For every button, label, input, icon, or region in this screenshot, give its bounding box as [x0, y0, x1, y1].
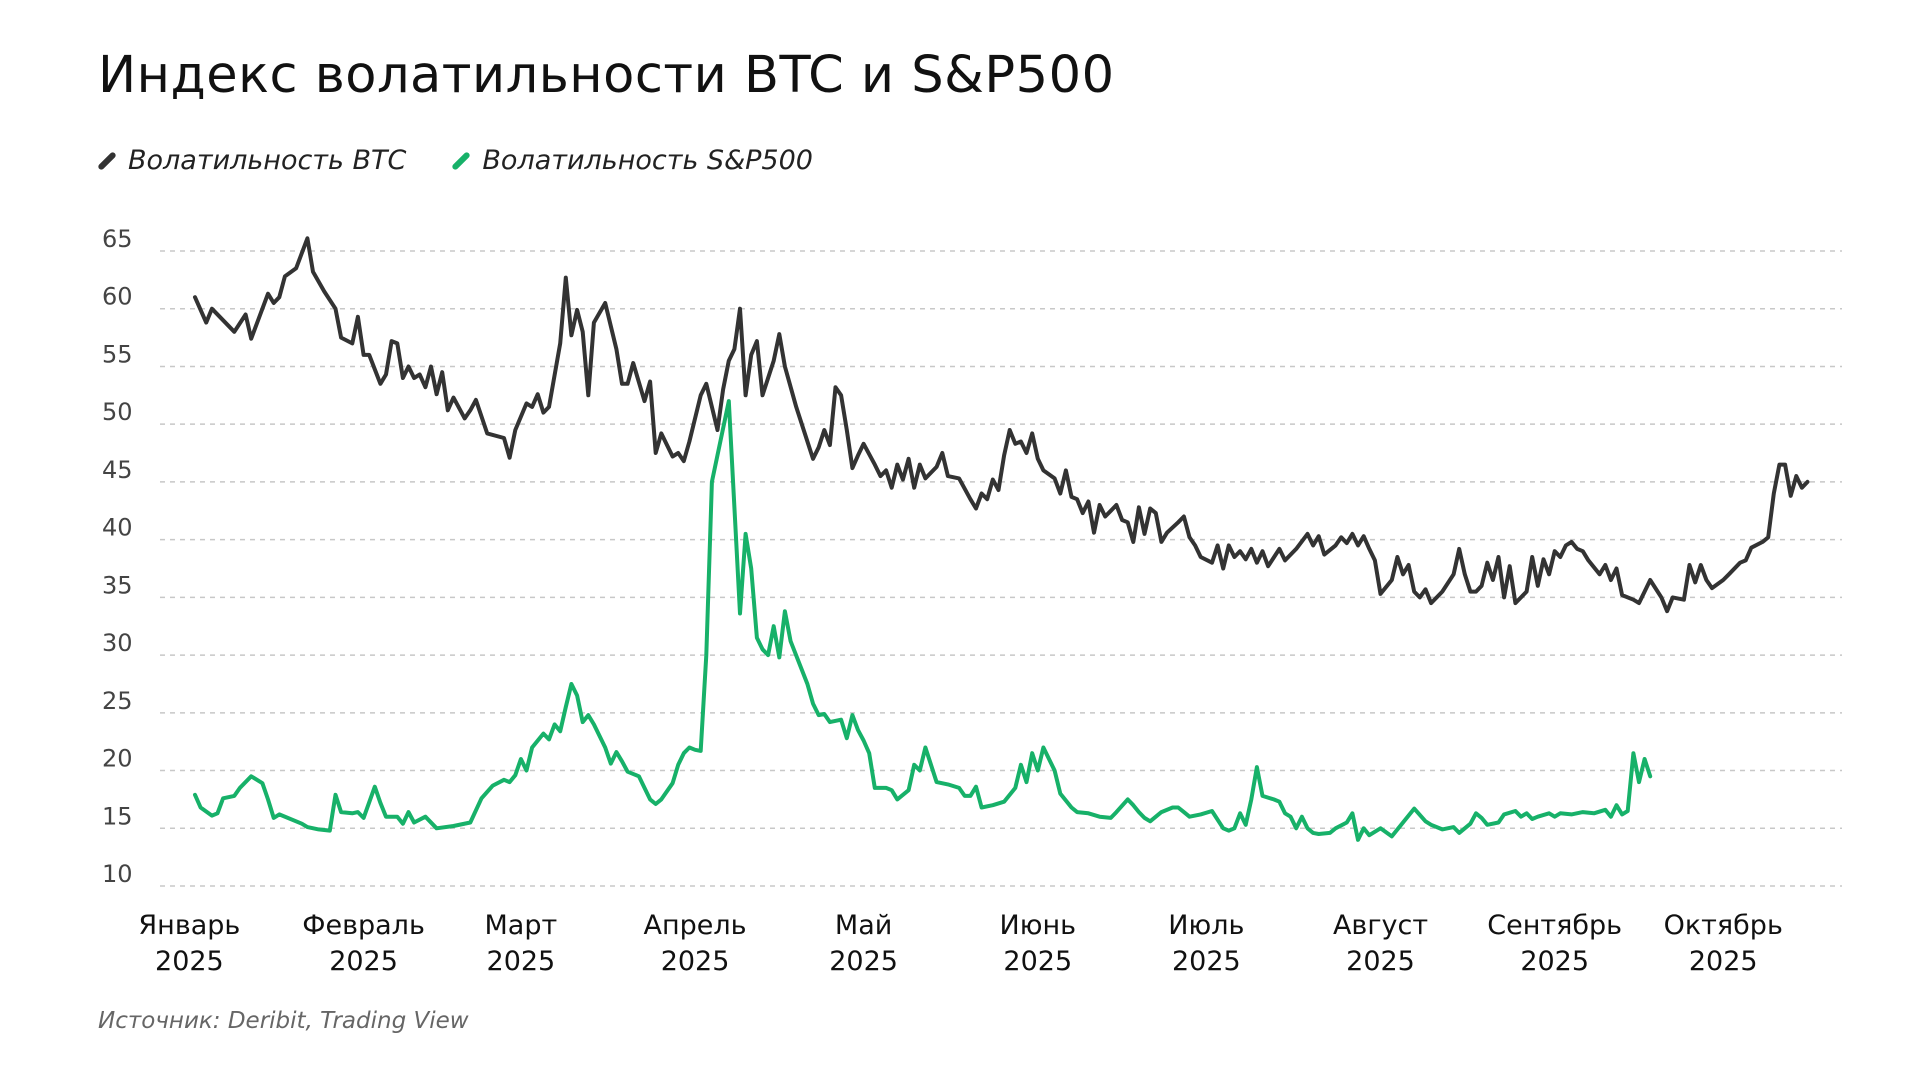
x-tick-year: 2025 [487, 946, 556, 977]
x-tick-year: 2025 [155, 946, 224, 977]
x-tick-month: Сентябрь [1487, 910, 1622, 941]
x-tick-year: 2025 [829, 946, 898, 977]
x-tick-month: Август [1333, 910, 1428, 941]
y-tick-label: 10 [102, 860, 133, 888]
legend: Волатильность BTC Волатильность S&P500 [96, 145, 813, 176]
x-tick-year: 2025 [1346, 946, 1415, 977]
legend-item-spx: Волатильность S&P500 [450, 145, 813, 176]
chart-title: Индекс волатильности BTC и S&P500 [98, 46, 1115, 105]
source-note: Источник: Deribit, Trading View [98, 1008, 469, 1034]
x-tick-month: Октябрь [1664, 910, 1783, 941]
y-tick-label: 60 [102, 283, 133, 311]
y-tick-label: 15 [102, 802, 133, 830]
x-tick-month: Май [835, 910, 892, 941]
x-tick-year: 2025 [1003, 946, 1072, 977]
y-tick-label: 35 [102, 571, 133, 599]
y-axis-ticks: 65 60 55 50 45 40 35 30 25 20 15 10 [102, 225, 133, 888]
x-tick-month: Февраль [302, 910, 425, 941]
x-tick-month: Июль [1168, 910, 1244, 941]
y-tick-label: 25 [102, 687, 133, 715]
series-line-btc [193, 236, 1810, 614]
y-tick-label: 65 [102, 225, 133, 253]
x-tick-month: Апрель [644, 910, 747, 941]
legend-item-btc: Волатильность BTC [96, 145, 406, 176]
x-tick-year: 2025 [1172, 946, 1241, 977]
y-tick-label: 20 [102, 745, 133, 773]
series-line-spx [193, 399, 1653, 842]
x-tick-year: 2025 [661, 946, 730, 977]
x-tick-year: 2025 [1520, 946, 1589, 977]
x-tick-year: 2025 [329, 946, 398, 977]
y-tick-label: 45 [102, 456, 133, 484]
y-tick-label: 40 [102, 514, 133, 542]
x-tick-month: Март [485, 910, 558, 941]
y-tick-label: 50 [102, 398, 133, 426]
series-lines [193, 236, 1810, 842]
grid [160, 250, 1842, 887]
y-tick-label: 55 [102, 340, 133, 368]
x-tick-month: Январь [138, 910, 240, 941]
legend-label-spx: Волатильность S&P500 [482, 145, 813, 176]
x-axis-ticks: Январь 2025 Февраль 2025 Март 2025 Апрель 2025 М… [138, 910, 1782, 977]
legend-label-btc: Волатильность BTC [128, 145, 407, 176]
x-tick-month: Июнь [1000, 910, 1077, 941]
x-tick-year: 2025 [1689, 946, 1758, 977]
y-tick-label: 30 [102, 629, 133, 657]
